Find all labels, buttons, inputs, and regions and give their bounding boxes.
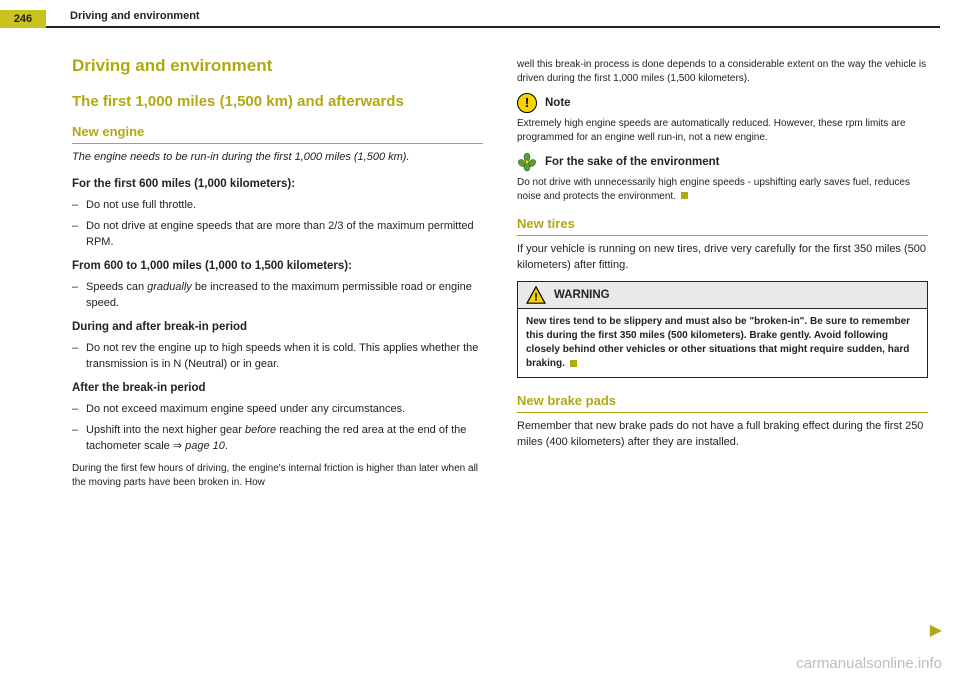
left-column: Driving and environment The first 1,000 … [72,54,483,650]
text-frag: Upshift into the next higher gear [86,424,245,436]
end-square-icon [681,192,688,199]
text-frag: . [225,440,228,452]
heading-600-1000: From 600 to 1,000 miles (1,000 to 1,500 … [72,258,483,274]
bullet-text: Do not use full throttle. [86,198,483,213]
note-icon: ! [517,93,537,113]
heading-after-breakin: After the break-in period [72,380,483,396]
watermark: carmanualsonline.info [796,655,942,672]
page-content: Driving and environment The first 1,000 … [72,54,928,650]
bullet-dash: – [72,402,86,417]
warning-body: New tires tend to be slippery and must a… [518,309,927,377]
bullet-text: Upshift into the next higher gear before… [86,423,483,454]
bullet-dash: – [72,198,86,213]
warning-box: ! WARNING New tires tend to be slippery … [517,281,928,378]
continue-arrow-icon: ▶ [930,620,942,640]
text-emph: gradually [147,281,192,293]
running-header: Driving and environment [70,10,200,22]
continuation-text: During the first few hours of driving, t… [72,462,483,489]
environment-label: For the sake of the environment [545,154,719,170]
page-number: 246 [0,10,46,28]
warning-triangle-icon: ! [526,286,546,304]
svg-text:!: ! [534,292,538,304]
brake-pads-text: Remember that new brake pads do not have… [517,419,928,450]
bullet-text: Do not drive at engine speeds that are m… [86,219,483,250]
bullet-text: Do not rev the engine up to high speeds … [86,341,483,372]
text-frag: New tires tend to be slippery and must a… [526,316,910,369]
page-ref: page 10 [185,440,225,452]
tires-text: If your vehicle is running on new tires,… [517,242,928,273]
heading-first-600: For the first 600 miles (1,000 kilometer… [72,176,483,192]
note-label: Note [545,95,571,111]
subsection-new-tires: New tires [517,215,928,236]
bullet-dash: – [72,280,86,311]
intro-text: The engine needs to be run-in during the… [72,150,483,165]
warning-label: WARNING [554,287,610,303]
header-rule [0,26,940,28]
text-frag: Speeds can [86,281,147,293]
bullet-item: – Do not exceed maximum engine speed und… [72,402,483,417]
subsection-new-brake-pads: New brake pads [517,392,928,413]
environment-block: For the sake of the environment [517,152,928,172]
environment-text: Do not drive with unnecessarily high eng… [517,176,928,203]
bullet-item: – Upshift into the next higher gear befo… [72,423,483,454]
bullet-item: – Do not rev the engine up to high speed… [72,341,483,372]
leaf-icon [517,152,537,172]
bullet-dash: – [72,219,86,250]
bullet-dash: – [72,423,86,454]
right-column: well this break-in process is done depen… [517,54,928,650]
note-text: Extremely high engine speeds are automat… [517,117,928,144]
text-emph: before [245,424,276,436]
bullet-text: Speeds can gradually be increased to the… [86,280,483,311]
bullet-text: Do not exceed maximum engine speed under… [86,402,483,417]
chapter-title: Driving and environment [72,54,483,78]
bullet-item: – Do not drive at engine speeds that are… [72,219,483,250]
warning-header: ! WARNING [518,282,927,309]
end-square-icon [570,360,577,367]
bullet-item: – Speeds can gradually be increased to t… [72,280,483,311]
bullet-dash: – [72,341,86,372]
note-block: ! Note [517,93,928,113]
heading-during-after: During and after break-in period [72,319,483,335]
section-title: The first 1,000 miles (1,500 km) and aft… [72,92,483,112]
subsection-new-engine: New engine [72,123,483,144]
continuation-text: well this break-in process is done depen… [517,58,928,85]
bullet-item: – Do not use full throttle. [72,198,483,213]
text-frag: Do not drive with unnecessarily high eng… [517,177,910,202]
